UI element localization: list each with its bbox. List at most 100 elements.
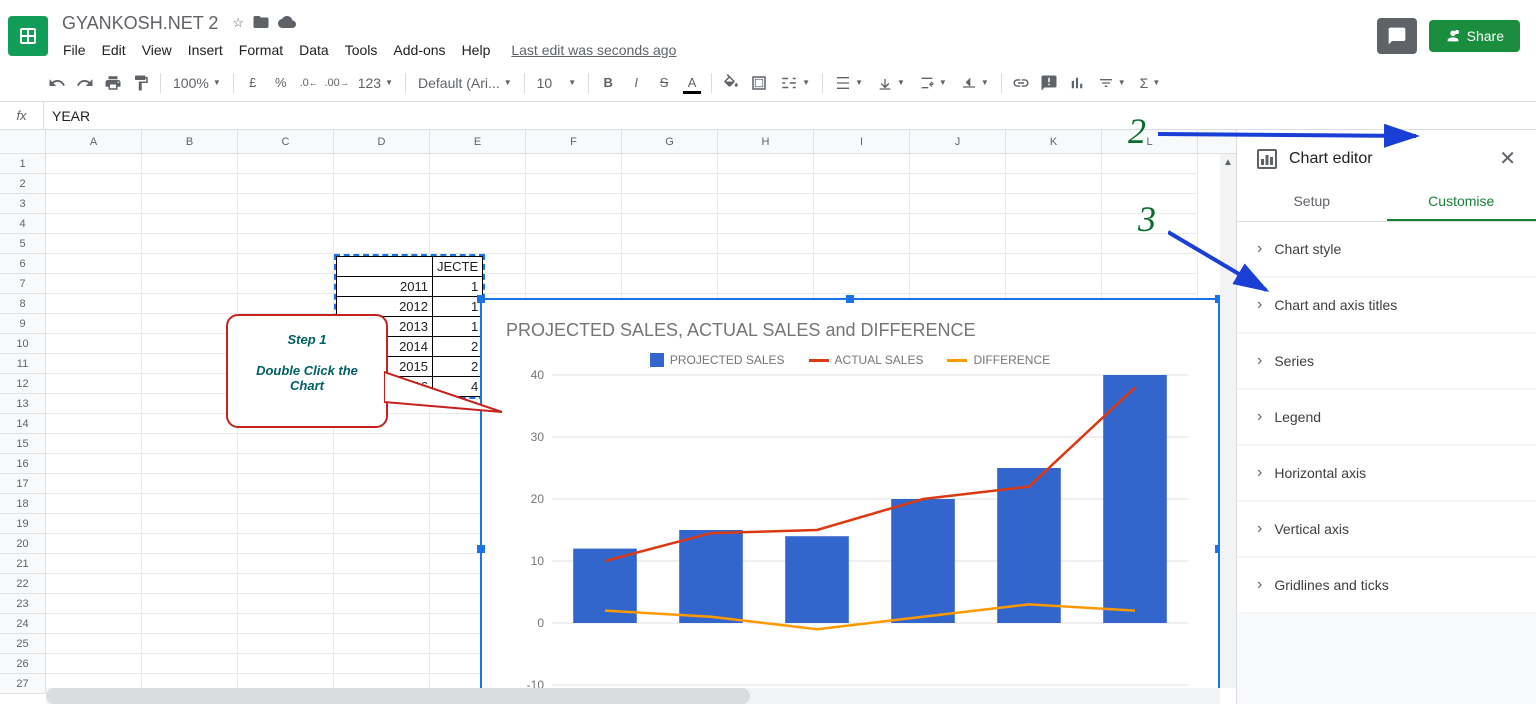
print-icon[interactable] [100,70,126,96]
cell[interactable] [238,574,334,594]
cell[interactable] [238,654,334,674]
cell[interactable] [910,154,1006,174]
column-header[interactable]: G [622,130,718,153]
last-edit[interactable]: Last edit was seconds ago [511,42,676,58]
strikethrough-icon[interactable]: S [651,70,677,96]
cell[interactable] [718,154,814,174]
row-header[interactable]: 4 [0,214,46,234]
sheet-area[interactable]: ABCDEFGHIJKL 123456789101112131415161718… [0,130,1236,704]
cell[interactable] [46,434,142,454]
column-header[interactable]: J [910,130,1006,153]
cell[interactable] [46,294,142,314]
row-header[interactable]: 10 [0,334,46,354]
cell[interactable] [814,274,910,294]
cell[interactable] [814,214,910,234]
cell[interactable] [814,254,910,274]
cell[interactable] [142,634,238,654]
cell[interactable] [142,574,238,594]
cell[interactable] [142,374,238,394]
menu-file[interactable]: File [56,38,93,62]
menu-insert[interactable]: Insert [181,38,230,62]
cell[interactable] [1102,154,1198,174]
row-header[interactable]: 20 [0,534,46,554]
cell[interactable] [46,534,142,554]
cell[interactable] [238,454,334,474]
column-header[interactable]: E [430,130,526,153]
cell[interactable] [142,174,238,194]
cell[interactable] [46,554,142,574]
row-header[interactable]: 24 [0,614,46,634]
cell[interactable] [1006,174,1102,194]
cell[interactable] [238,614,334,634]
row-header[interactable]: 27 [0,674,46,694]
cell[interactable] [1006,274,1102,294]
cell[interactable] [238,194,334,214]
cell[interactable] [334,654,430,674]
bold-icon[interactable]: B [595,70,621,96]
column-header[interactable]: I [814,130,910,153]
valign-dropdown[interactable]: ▼ [871,70,911,96]
editor-section[interactable]: ›Horizontal axis [1237,446,1536,501]
wrap-dropdown[interactable]: ▼ [913,70,953,96]
cell[interactable] [238,594,334,614]
move-icon[interactable] [252,13,270,34]
cell[interactable] [334,614,430,634]
cell[interactable] [622,274,718,294]
cell[interactable] [814,154,910,174]
cell[interactable] [142,554,238,574]
cell[interactable] [910,214,1006,234]
editor-section[interactable]: ›Legend [1237,390,1536,445]
cell[interactable] [142,454,238,474]
cell[interactable] [46,314,142,334]
row-header[interactable]: 3 [0,194,46,214]
cell[interactable] [142,614,238,634]
row-header[interactable]: 18 [0,494,46,514]
cell[interactable] [46,274,142,294]
cell[interactable] [46,514,142,534]
menu-help[interactable]: Help [455,38,498,62]
italic-icon[interactable]: I [623,70,649,96]
comment-button[interactable] [1377,18,1417,54]
cell[interactable] [142,354,238,374]
cell[interactable] [334,214,430,234]
cell[interactable] [238,554,334,574]
cell[interactable] [334,554,430,574]
cell[interactable] [910,174,1006,194]
column-header[interactable]: K [1006,130,1102,153]
cell[interactable] [1006,234,1102,254]
tab-customise[interactable]: Customise [1387,183,1536,221]
cell[interactable] [526,194,622,214]
rotate-dropdown[interactable]: ▼ [955,70,995,96]
text-color-icon[interactable]: A [679,70,705,96]
cell[interactable] [718,194,814,214]
editor-section[interactable]: ›Chart style [1237,222,1536,277]
cell[interactable] [46,354,142,374]
cell[interactable] [238,214,334,234]
cell[interactable] [910,234,1006,254]
cell[interactable] [526,274,622,294]
cell[interactable] [526,214,622,234]
cell[interactable] [526,154,622,174]
row-header[interactable]: 14 [0,414,46,434]
cell[interactable] [142,534,238,554]
filter-dropdown[interactable]: ▼ [1092,70,1132,96]
cell[interactable] [238,294,334,314]
cell[interactable] [142,274,238,294]
row-header[interactable]: 1 [0,154,46,174]
row-header[interactable]: 8 [0,294,46,314]
column-header[interactable]: C [238,130,334,153]
menu-format[interactable]: Format [232,38,290,62]
cell[interactable] [46,174,142,194]
comment-icon[interactable] [1036,70,1062,96]
cell[interactable] [46,654,142,674]
redo-icon[interactable] [72,70,98,96]
cell[interactable] [622,174,718,194]
row-header[interactable]: 16 [0,454,46,474]
cell[interactable] [238,174,334,194]
row-header[interactable]: 23 [0,594,46,614]
row-header[interactable]: 5 [0,234,46,254]
cell[interactable] [46,634,142,654]
cell[interactable] [526,174,622,194]
undo-icon[interactable] [44,70,70,96]
cell[interactable] [718,234,814,254]
